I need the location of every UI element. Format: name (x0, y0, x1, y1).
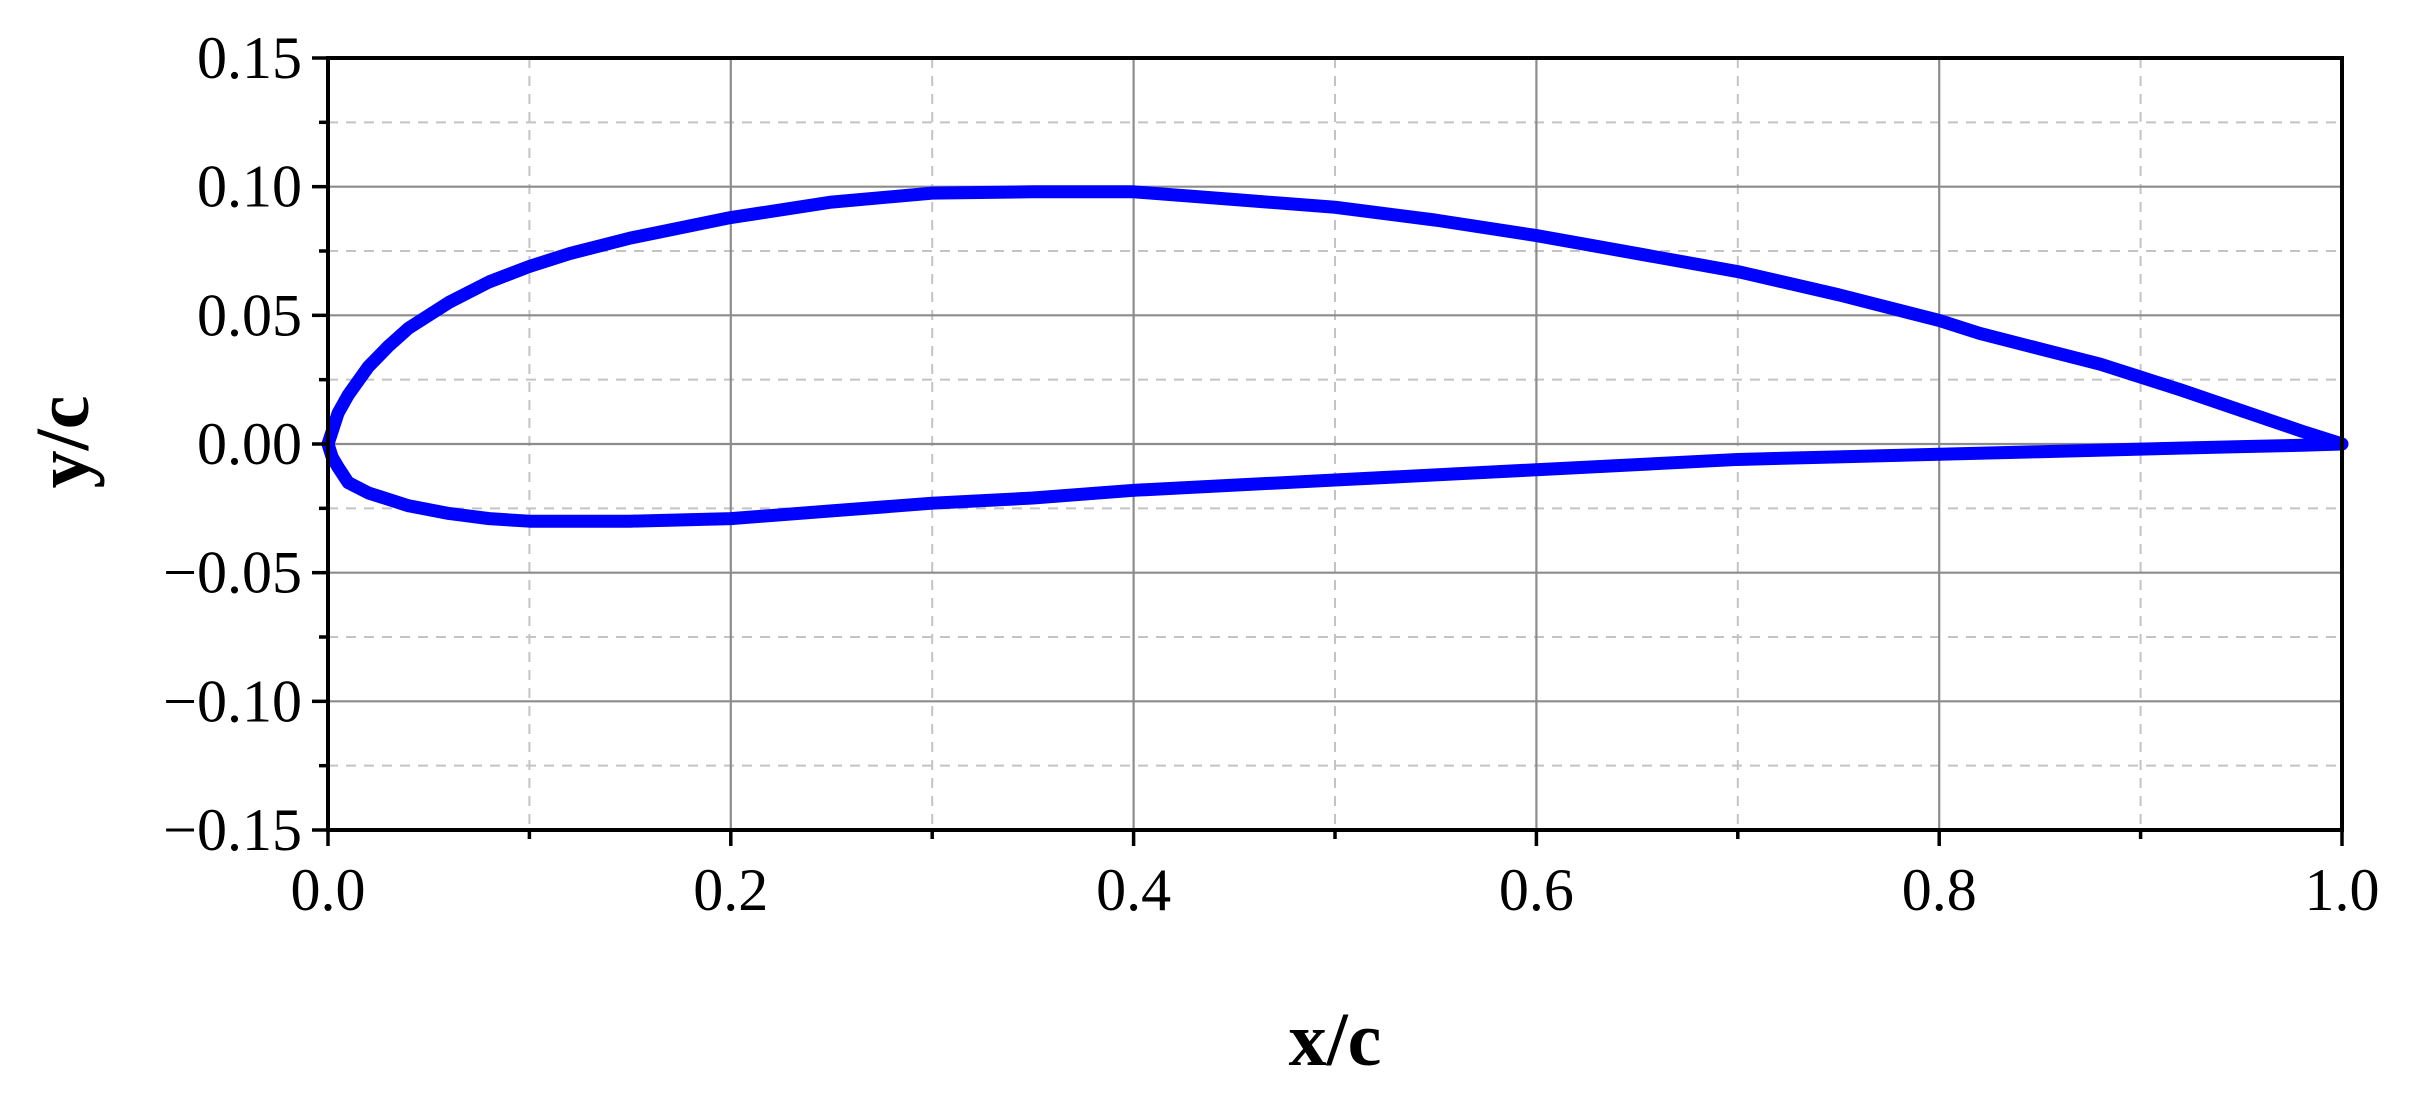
x-tick-label: 0.6 (1499, 857, 1574, 923)
grid-layer (326, 56, 2344, 832)
y-tick-label: −0.10 (163, 668, 302, 734)
y-tick-label: 0.10 (197, 154, 302, 220)
y-axis-title: y/c (21, 396, 105, 489)
airfoil-profile-line (321, 185, 2349, 528)
y-tick-label: 0.15 (197, 25, 302, 91)
label-layer: 0.0 0.2 0.4 0.6 0.8 1.0 −0.15 −0.10 −0.05 0.00 0.0… (163, 25, 2379, 923)
y-tick-label: −0.15 (163, 797, 302, 863)
x-tick-label: 1.0 (2305, 857, 2380, 923)
tick-layer (312, 56, 2344, 846)
y-tick-label: −0.05 (163, 540, 302, 606)
x-tick-label: 0.0 (291, 857, 366, 923)
curve-layer (321, 185, 2349, 528)
y-tick-label: 0.05 (197, 282, 302, 348)
y-tick-label: 0.00 (197, 411, 302, 477)
x-tick-label: 0.2 (693, 857, 768, 923)
x-tick-label: 0.4 (1096, 857, 1171, 923)
x-tick-label: 0.8 (1902, 857, 1977, 923)
x-axis-title: x/c (1289, 998, 1382, 1082)
